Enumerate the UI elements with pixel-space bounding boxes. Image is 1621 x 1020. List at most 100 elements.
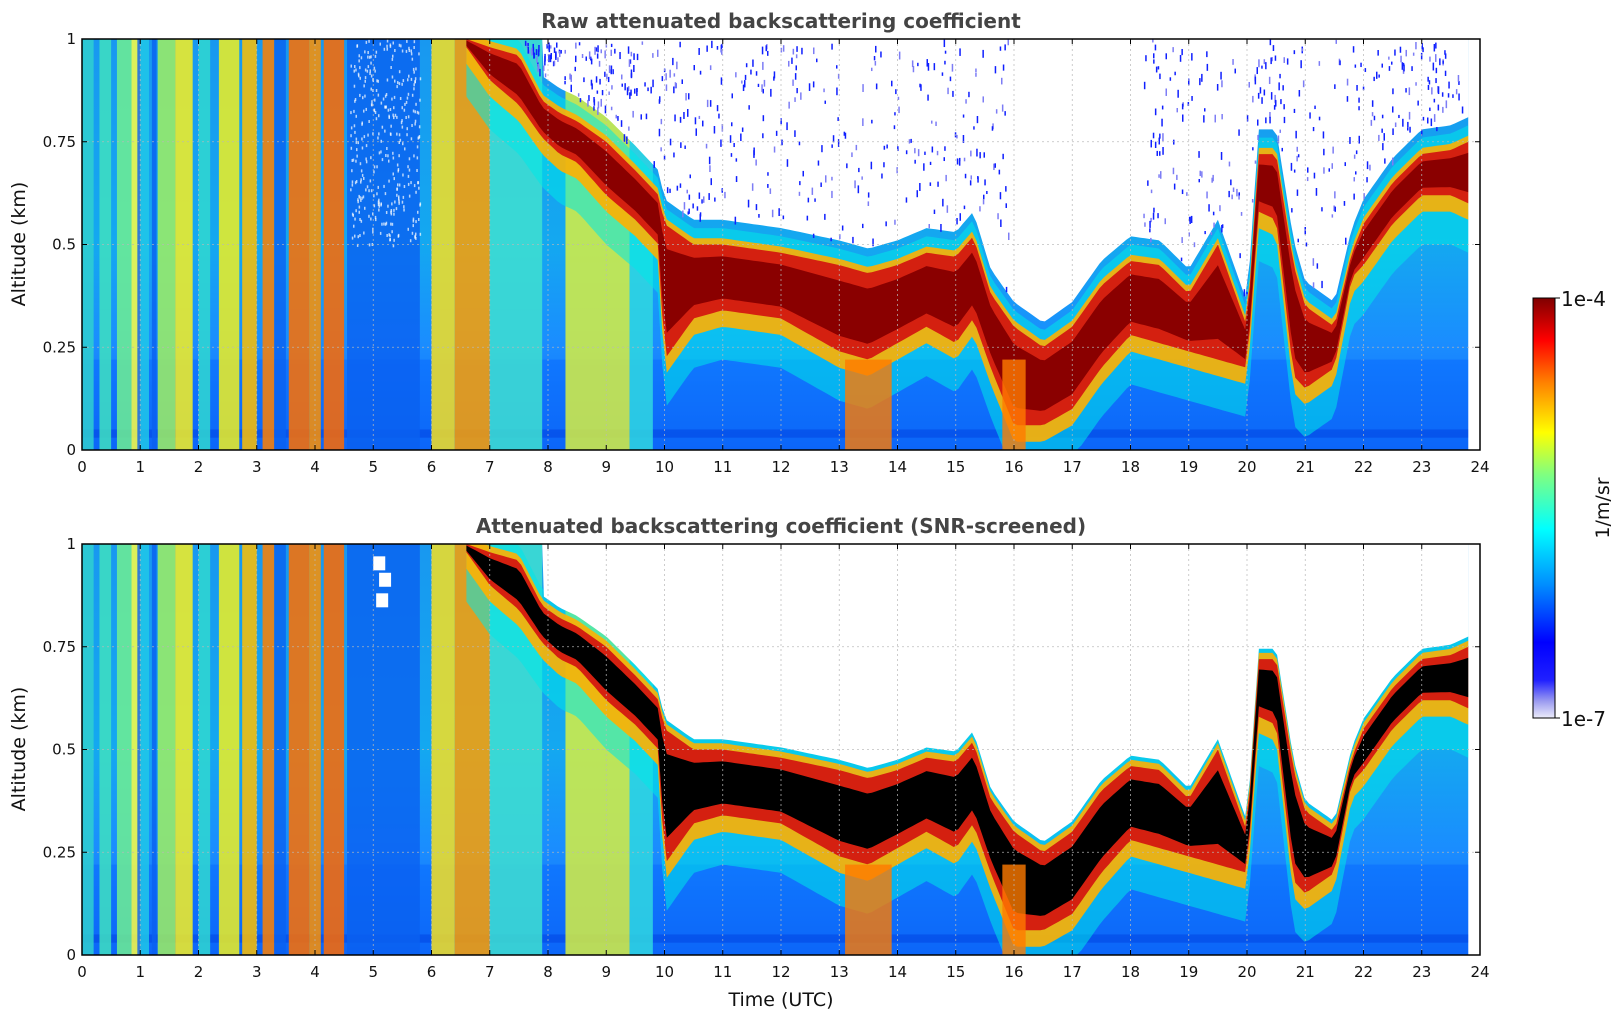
x-tick-label: 23 bbox=[1412, 458, 1431, 476]
x-tick-label: 21 bbox=[1296, 963, 1315, 981]
x-tick-label: 4 bbox=[310, 963, 320, 981]
x-tick-label: 6 bbox=[427, 963, 437, 981]
x-tick-label: 24 bbox=[1470, 963, 1489, 981]
x-tick-label: 16 bbox=[1004, 963, 1023, 981]
x-tick-label: 23 bbox=[1412, 963, 1431, 981]
x-tick-label: 14 bbox=[888, 963, 907, 981]
y-tick-label: 0.75 bbox=[43, 638, 76, 656]
x-tick-label: 19 bbox=[1179, 963, 1198, 981]
x-tick-label: 24 bbox=[1470, 458, 1489, 476]
x-tick-label: 12 bbox=[771, 963, 790, 981]
x-tick-label: 8 bbox=[543, 458, 553, 476]
x-tick-label: 17 bbox=[1063, 963, 1082, 981]
aerosol-strip bbox=[218, 39, 240, 450]
aerosol-strip bbox=[198, 39, 211, 450]
x-tick-label: 18 bbox=[1121, 963, 1140, 981]
x-ticks: 0 1 2 3 4 5 6 7 8 9 10 11 12 13 14 15 16 17 18 19 20 21 22 23 24 bbox=[77, 544, 1490, 981]
aerosol-strip bbox=[131, 39, 141, 450]
y-axis-label: Altitude (km) bbox=[8, 687, 30, 812]
colorbar-min-label: 1e-7 bbox=[1561, 707, 1606, 731]
x-tick-label: 1 bbox=[135, 458, 145, 476]
precip-shaft bbox=[845, 864, 892, 955]
precip-shaft bbox=[845, 359, 892, 450]
screened-out bbox=[542, 544, 1469, 841]
x-tick-label: 7 bbox=[485, 963, 495, 981]
x-tick-label: 17 bbox=[1063, 458, 1082, 476]
x-tick-label: 2 bbox=[194, 458, 204, 476]
x-tick-label: 3 bbox=[252, 458, 262, 476]
aerosol-strip bbox=[242, 39, 257, 450]
aerosol-strip bbox=[116, 544, 132, 955]
noise-speckle bbox=[350, 39, 1480, 450]
x-tick-label: 9 bbox=[601, 963, 611, 981]
x-tick-label: 22 bbox=[1354, 458, 1373, 476]
y-tick-label: 0 bbox=[66, 441, 76, 459]
x-tick-label: 20 bbox=[1237, 963, 1256, 981]
x-tick-label: 0 bbox=[77, 963, 87, 981]
aerosol-strip bbox=[242, 544, 257, 955]
panel-title-raw: Raw attenuated backscattering coefficien… bbox=[541, 9, 1021, 33]
aerosol-strip bbox=[218, 544, 240, 955]
y-tick-label: 0.25 bbox=[43, 338, 76, 356]
clear-sky bbox=[542, 39, 1469, 322]
x-tick-label: 5 bbox=[368, 963, 378, 981]
x-axis-label: Time (UTC) bbox=[727, 989, 833, 1011]
x-tick-label: 10 bbox=[655, 963, 674, 981]
x-tick-label: 2 bbox=[194, 963, 204, 981]
x-tick-label: 11 bbox=[713, 458, 732, 476]
x-tick-label: 15 bbox=[946, 458, 965, 476]
grid bbox=[82, 39, 1480, 450]
x-tick-label: 19 bbox=[1179, 458, 1198, 476]
x-tick-label: 8 bbox=[543, 963, 553, 981]
cloud-inner bbox=[466, 40, 1469, 411]
y-tick-label: 0.5 bbox=[52, 741, 76, 759]
colorbar-max-label: 1e-4 bbox=[1561, 287, 1606, 311]
x-ticks: 0 1 2 3 4 5 6 7 8 9 10 11 12 13 14 15 16 17 18 19 20 21 22 23 24 bbox=[77, 39, 1490, 476]
panel-screened: Attenuated backscattering coefficient (S… bbox=[8, 514, 1490, 1011]
x-tick-label: 11 bbox=[713, 963, 732, 981]
grid bbox=[82, 544, 1480, 955]
x-tick-label: 7 bbox=[485, 458, 495, 476]
x-tick-label: 13 bbox=[830, 458, 849, 476]
x-tick-label: 15 bbox=[946, 963, 965, 981]
y-tick-label: 0.25 bbox=[43, 843, 76, 861]
y-tick-label: 0.5 bbox=[52, 236, 76, 254]
colorbar-label: 1/m/sr bbox=[1592, 477, 1614, 538]
aerosol-strip bbox=[116, 39, 132, 450]
x-tick-label: 10 bbox=[655, 458, 674, 476]
y-ticks: 0 0.25 0.5 0.75 1 bbox=[43, 30, 1480, 459]
aerosol-strip bbox=[140, 544, 149, 955]
x-tick-label: 0 bbox=[77, 458, 87, 476]
x-tick-label: 1 bbox=[135, 963, 145, 981]
panel-title-screened: Attenuated backscattering coefficient (S… bbox=[476, 514, 1086, 538]
aerosol-strip bbox=[131, 544, 141, 955]
screened-white-area bbox=[373, 544, 1480, 955]
x-tick-label: 9 bbox=[601, 458, 611, 476]
y-tick-label: 0 bbox=[66, 946, 76, 964]
x-tick-label: 18 bbox=[1121, 458, 1140, 476]
y-tick-label: 1 bbox=[66, 30, 76, 48]
x-tick-label: 4 bbox=[310, 458, 320, 476]
x-tick-label: 3 bbox=[252, 963, 262, 981]
aerosol-strip bbox=[99, 544, 112, 955]
y-axis-label: Altitude (km) bbox=[8, 182, 30, 307]
aerosol-strip bbox=[99, 39, 112, 450]
y-ticks: 0 0.25 0.5 0.75 1 bbox=[43, 535, 1480, 964]
x-tick-label: 22 bbox=[1354, 963, 1373, 981]
x-tick-label: 14 bbox=[888, 458, 907, 476]
colorbar: 1e-4 1e-7 1/m/sr bbox=[1532, 287, 1614, 731]
y-tick-label: 0.75 bbox=[43, 133, 76, 151]
x-tick-label: 16 bbox=[1004, 458, 1023, 476]
aerosol-strip bbox=[198, 544, 211, 955]
y-tick-label: 1 bbox=[66, 535, 76, 553]
x-tick-label: 5 bbox=[368, 458, 378, 476]
x-tick-label: 6 bbox=[427, 458, 437, 476]
aerosol-strip bbox=[140, 39, 149, 450]
colorbar-gradient bbox=[1532, 297, 1556, 719]
panel-raw: Raw attenuated backscattering coefficien… bbox=[8, 9, 1490, 476]
x-tick-label: 12 bbox=[771, 458, 790, 476]
cloud-inner bbox=[466, 545, 1469, 916]
x-tick-label: 20 bbox=[1237, 458, 1256, 476]
x-tick-label: 13 bbox=[830, 963, 849, 981]
